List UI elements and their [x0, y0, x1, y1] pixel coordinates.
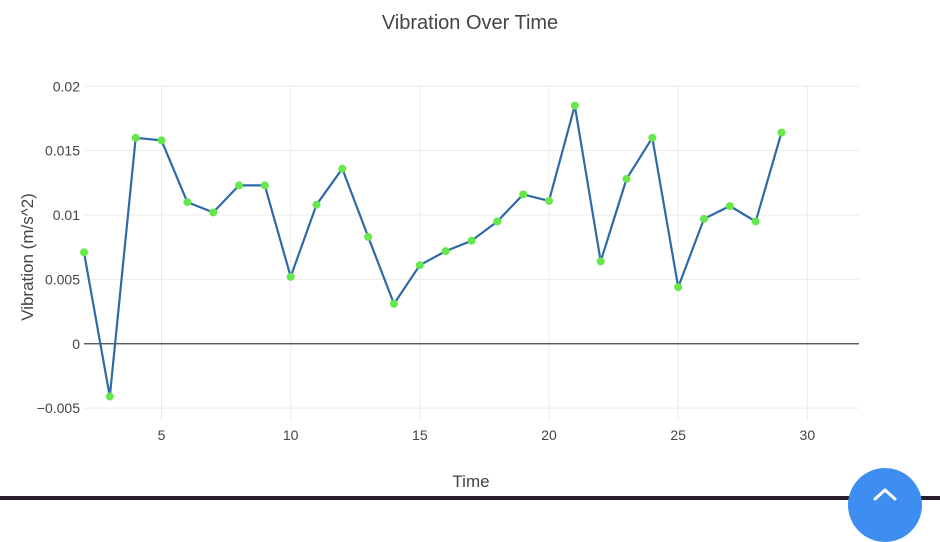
data-point [725, 202, 734, 211]
line-chart: Vibration Over Time −0.005 0 0.005 0.01 0.01… [18, 12, 859, 491]
y-tick-label: 0.02 [53, 78, 80, 94]
x-tick-label: 15 [412, 427, 428, 443]
y-tick-label: 0.01 [53, 207, 80, 223]
data-point [570, 101, 579, 110]
data-point [700, 214, 708, 223]
data-point [777, 128, 786, 137]
x-tick-label: 5 [158, 427, 166, 443]
data-point [493, 217, 502, 226]
data-point [545, 196, 553, 205]
x-tick-label: 25 [670, 427, 686, 443]
data-point [441, 247, 450, 256]
y-tick-label: 0 [72, 336, 80, 352]
data-point [183, 198, 192, 207]
series-line [82, 104, 783, 398]
data-point [105, 392, 114, 401]
data-point [751, 217, 760, 226]
data-point [674, 283, 683, 292]
data-point [364, 232, 373, 241]
y-tick-label: −0.005 [37, 400, 80, 416]
data-point [338, 164, 347, 173]
axis-tick-labels: −0.005 0 0.005 0.01 0.015 0.02 5 10 15 20 25 30 [37, 78, 816, 443]
data-point [390, 299, 398, 308]
data-point [519, 190, 528, 199]
grid-lines [84, 85, 859, 421]
chart-title: Vibration Over Time [382, 12, 558, 34]
data-series [80, 101, 786, 401]
x-tick-label: 10 [283, 427, 299, 443]
scroll-to-top-button[interactable] [848, 468, 922, 542]
data-point [467, 236, 476, 245]
data-point [648, 133, 657, 142]
data-point [596, 257, 605, 266]
data-point [415, 261, 424, 270]
x-tick-label: 30 [800, 427, 816, 443]
bottom-bar [0, 496, 940, 500]
data-point [157, 136, 166, 145]
y-tick-label: 0.015 [45, 143, 80, 159]
data-point [80, 248, 88, 257]
data-point [286, 272, 295, 281]
y-tick-label: 0.005 [45, 271, 80, 287]
data-point [131, 133, 140, 142]
x-axis-title: Time [452, 472, 489, 491]
chevron-up-icon [873, 488, 897, 501]
y-axis-title: Vibration (m/s^2) [18, 193, 37, 321]
data-point [260, 181, 269, 190]
data-point [209, 208, 218, 217]
x-tick-label: 20 [541, 427, 557, 443]
data-point [312, 200, 321, 209]
data-point [235, 181, 243, 190]
data-point [622, 174, 631, 183]
